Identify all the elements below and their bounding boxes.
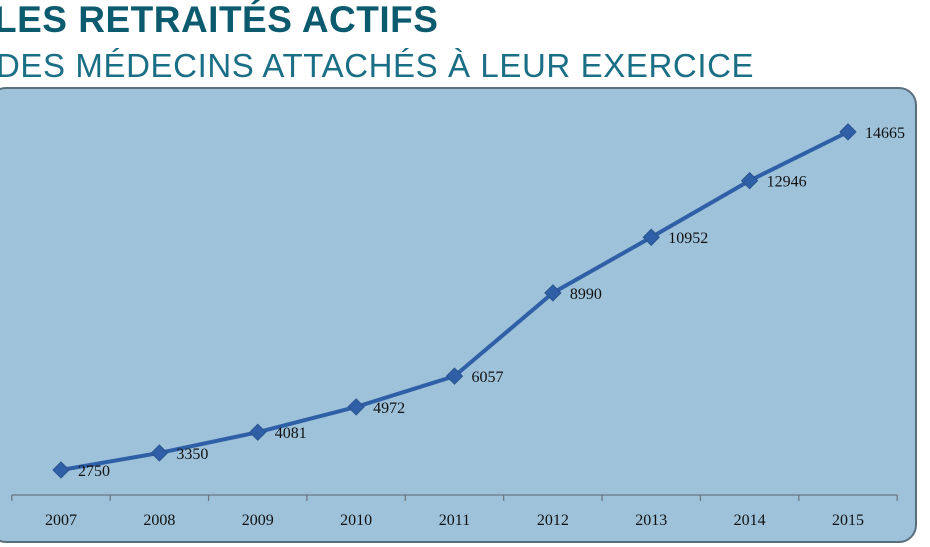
page-subtitle: DES MÉDECINS ATTACHÉS À LEUR EXERCICE [0,47,755,84]
chart-panel [0,87,917,543]
data-label: 10952 [668,230,708,247]
series-markers [52,123,857,479]
x-tick-label: 2013 [635,512,667,529]
data-label: 2750 [78,463,110,480]
x-tick-label: 2014 [734,512,766,529]
data-point-marker [150,444,169,462]
data-point-marker [642,228,660,246]
data-point-marker [445,367,464,385]
data-label: 3350 [176,446,208,463]
data-labels: 2750 3350 4081 4972 6057 8990 10952 12946 14665 [78,125,905,480]
series-line [59,129,850,472]
series-line-layer [59,129,850,472]
page-title: LES RETRAITÉS ACTIFS [0,0,439,40]
data-label: 4972 [373,400,405,417]
data-point-marker [544,284,562,302]
data-point-marker [347,398,365,416]
data-point-marker [839,123,857,141]
x-tick-label: 2008 [143,512,175,529]
x-tick-label: 2011 [439,512,470,529]
data-label: 14665 [865,125,905,142]
data-label: 6057 [472,369,504,386]
x-tick-label: 2012 [537,512,569,529]
x-tick-label: 2010 [340,512,372,529]
data-label: 8990 [570,286,602,303]
x-tick-label: 2015 [832,512,864,529]
data-label: 12946 [767,174,807,191]
data-point-marker [249,423,267,441]
data-point-marker [52,461,70,479]
data-label: 4081 [275,425,307,442]
x-axis: 2007 2008 2009 2010 2011 2012 2013 2014 2015 [11,494,898,529]
x-tick-label: 2009 [242,512,274,529]
x-tick-label: 2007 [45,512,77,529]
data-point-marker [740,171,759,190]
